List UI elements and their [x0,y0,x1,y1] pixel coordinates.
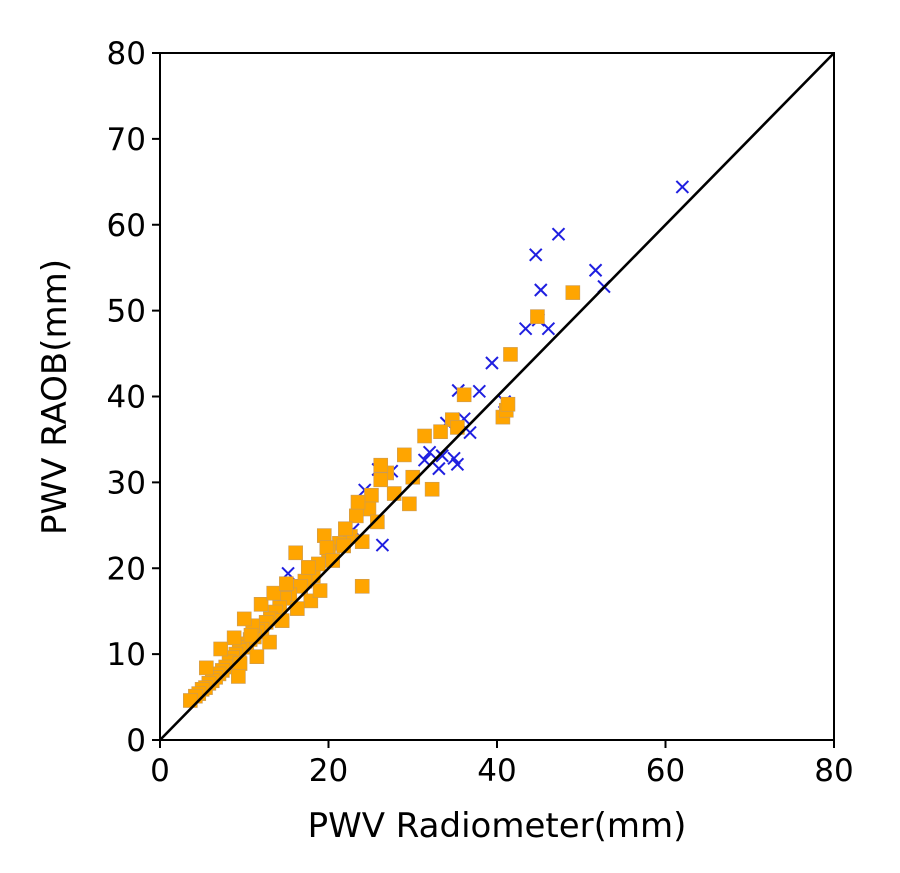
y-tick-label: 30 [107,465,146,501]
square-marker-point [433,424,448,440]
x-marker-point [422,445,437,460]
square-marker-point [319,540,335,555]
x-marker-stroke [541,321,556,336]
square-marker-point [236,611,252,627]
reference-line [159,52,835,741]
x-marker-point [375,538,390,552]
x-marker-point [675,180,690,194]
x-marker-point [588,263,603,277]
y-tick-label: 50 [107,294,146,330]
square-marker-point [364,487,379,503]
square-marker-point [373,457,389,473]
x-marker-stroke [529,248,543,262]
x-marker-stroke [534,283,548,297]
x-tick-label: 60 [646,753,685,789]
square-marker-point [253,597,269,612]
x-marker-point [551,227,566,241]
x-marker-point [450,457,465,472]
square-marker-point [354,534,370,549]
square-marker-point [231,669,246,684]
x-marker-point [534,283,548,297]
x-marker-stroke [588,263,603,277]
x-marker-stroke [435,449,449,463]
x-axis-ticks: 0 20 40 60 80 [150,740,854,789]
square-marker-point [386,486,402,501]
x-marker-point [435,449,449,463]
square-marker-point [354,578,370,594]
square-marker-point [226,630,242,646]
x-tick-label: 20 [309,753,348,789]
x-tick-label: 40 [477,753,516,789]
x-tick-label: 0 [150,753,170,789]
square-marker-point [565,285,581,300]
square-marker-point [370,514,385,530]
x-marker-point [541,321,556,336]
x-marker-point [432,461,446,476]
x-marker-stroke [675,180,690,194]
x-marker-stroke [432,461,446,476]
square-marker-point [503,347,518,362]
y-tick-label: 20 [107,551,146,587]
square-marker-point [249,649,265,665]
square-marker-point [312,583,328,598]
square-marker-point [349,508,364,524]
x-axis-label: PWV Radiometer(mm) [308,806,687,846]
y-tick-label: 40 [107,380,146,416]
x-marker-point [417,453,432,467]
y-axis-ticks: 0 10 20 30 40 50 60 70 80 [107,36,160,759]
square-marker-point [325,553,341,568]
square-marker-point [456,387,472,403]
y-axis-label: PWV RAOB(mm) [35,259,75,535]
square-marker-point [500,396,516,412]
x-marker-stroke [417,453,432,467]
y-tick-label: 80 [107,36,146,72]
square-marker-point [336,538,351,554]
x-marker-stroke [551,227,566,241]
y-tick-label: 0 [126,723,146,759]
x-marker-point [518,321,533,336]
x-marker-stroke [485,356,499,370]
y-tick-label: 60 [107,208,146,244]
square-marker-point [424,481,440,497]
square-marker-point [266,585,282,601]
x-marker-stroke [447,451,461,466]
x-marker-stroke [463,425,477,440]
square-marker-point [397,447,412,463]
square-marker-point [243,627,259,643]
x-marker-point [472,384,487,399]
x-marker-point [485,356,499,370]
square-marker-point [338,521,353,537]
square-marker-point [293,578,308,594]
square-marker-point [402,496,417,512]
x-tick-label: 80 [814,753,853,789]
data-marks [183,180,690,708]
square-marker-point [288,545,303,561]
y-tick-label: 10 [107,637,146,673]
x-marker-point [529,248,543,262]
square-marker-point [450,420,465,435]
x-marker-stroke [422,445,437,460]
square-marker-point [417,428,432,444]
square-marker-point [350,494,366,510]
square-marker-point [300,560,316,575]
x-marker-stroke [518,321,533,336]
square-marker-point [213,641,228,657]
square-marker-point [262,634,277,650]
y-tick-label: 70 [107,122,146,158]
x-marker-stroke [472,384,487,399]
square-marker-point [373,472,389,488]
x-marker-stroke [375,538,390,552]
square-marker-point [279,576,294,592]
square-marker-point [199,660,214,676]
square-marker-point [530,309,545,324]
x-marker-stroke [450,457,465,472]
